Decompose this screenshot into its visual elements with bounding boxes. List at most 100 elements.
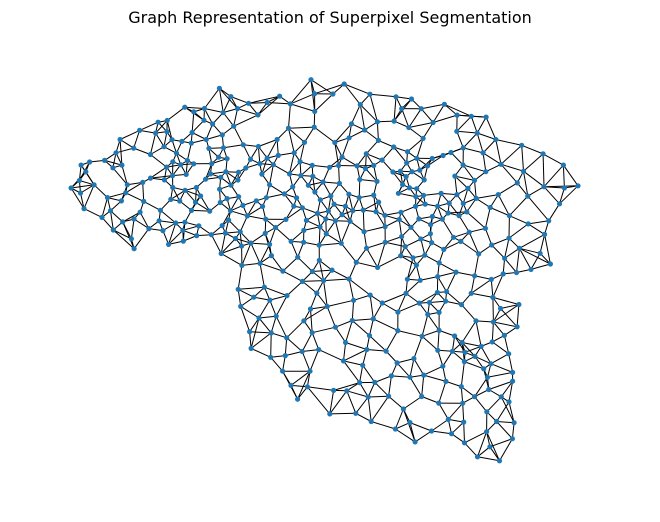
graph-edge bbox=[490, 353, 509, 365]
graph-edge bbox=[368, 395, 389, 398]
graph-edge bbox=[497, 194, 510, 216]
graph-edge bbox=[527, 223, 545, 235]
graph-edge bbox=[448, 418, 464, 423]
graph-edge bbox=[530, 253, 541, 270]
graph-node bbox=[498, 305, 504, 312]
graph-node bbox=[218, 250, 224, 257]
graph-edge bbox=[348, 194, 354, 211]
graph-edge bbox=[365, 168, 378, 182]
graph-node bbox=[404, 276, 410, 282]
graph-edge bbox=[543, 164, 564, 188]
graph-edge bbox=[394, 408, 404, 430]
graph-edge bbox=[341, 156, 358, 167]
graph-edge bbox=[482, 152, 502, 165]
graph-node bbox=[501, 332, 507, 338]
graph-node bbox=[398, 209, 404, 215]
graph-edge bbox=[331, 269, 350, 280]
graph-edge bbox=[454, 175, 469, 189]
graph-edge bbox=[358, 179, 361, 198]
graph-node bbox=[210, 121, 216, 127]
graph-node bbox=[131, 216, 137, 222]
graph-node bbox=[303, 217, 309, 223]
graph-node bbox=[516, 301, 522, 308]
graph-edge bbox=[371, 421, 396, 430]
graph-node bbox=[124, 182, 130, 188]
graph-edge bbox=[474, 355, 492, 365]
graph-edge bbox=[130, 218, 135, 239]
graph-edge bbox=[423, 374, 447, 382]
graph-edge bbox=[542, 153, 545, 187]
graph-edge bbox=[303, 306, 328, 322]
graph-edge bbox=[275, 295, 288, 317]
graph-node bbox=[473, 318, 479, 324]
graph-edge bbox=[456, 130, 478, 134]
graph-node bbox=[445, 416, 451, 422]
graph-edge bbox=[288, 128, 295, 153]
graph-edge bbox=[352, 318, 374, 321]
graph-edge bbox=[270, 332, 272, 358]
graph-node bbox=[546, 218, 552, 224]
graph-edge bbox=[438, 402, 449, 420]
graph-edge bbox=[299, 142, 305, 162]
graph-node bbox=[513, 269, 520, 276]
graph-edge bbox=[322, 181, 332, 197]
graph-edge bbox=[301, 351, 311, 372]
graph-edge bbox=[519, 247, 551, 265]
graph-node bbox=[483, 169, 489, 175]
graph-edge bbox=[365, 140, 379, 155]
graph-node bbox=[429, 155, 435, 162]
graph-edge bbox=[314, 83, 345, 95]
graph-edge bbox=[211, 158, 228, 165]
graph-node bbox=[219, 132, 225, 138]
graph-edge bbox=[452, 350, 465, 362]
graph-edge bbox=[362, 210, 365, 232]
graph-edge bbox=[491, 244, 505, 259]
graph-node bbox=[235, 169, 242, 175]
graph-node bbox=[312, 108, 318, 114]
graph-node bbox=[372, 379, 378, 385]
graph-node bbox=[450, 234, 457, 240]
graph-node bbox=[357, 176, 363, 183]
graph-node bbox=[379, 300, 385, 306]
graph-edge bbox=[249, 331, 272, 334]
graph-node bbox=[383, 348, 389, 354]
graph-edge bbox=[318, 226, 321, 246]
graph-node bbox=[413, 194, 419, 200]
graph-node bbox=[454, 192, 460, 198]
graph-edge bbox=[437, 271, 457, 278]
graph-node bbox=[525, 193, 531, 199]
graph-node bbox=[416, 216, 422, 222]
graph-edge bbox=[275, 315, 288, 339]
graph-node bbox=[104, 195, 111, 201]
graph-node bbox=[484, 429, 490, 435]
graph-edge bbox=[191, 111, 195, 133]
graph-edge bbox=[462, 164, 486, 173]
graph-edge bbox=[461, 342, 476, 357]
graph-node bbox=[407, 420, 413, 426]
graph-edge bbox=[290, 230, 305, 242]
graph-edge bbox=[492, 341, 509, 355]
graph-edge bbox=[83, 184, 95, 209]
graph-node bbox=[351, 297, 357, 303]
graph-node bbox=[248, 240, 254, 246]
graph-node bbox=[191, 109, 197, 115]
graph-edge bbox=[335, 320, 353, 328]
graph-node bbox=[488, 361, 494, 367]
graph-node bbox=[262, 230, 268, 236]
graph-edge bbox=[250, 332, 272, 349]
graph-edge bbox=[460, 240, 479, 255]
graph-edge bbox=[235, 238, 252, 244]
graph-edge bbox=[403, 396, 422, 410]
graph-node bbox=[375, 137, 381, 143]
graph-node bbox=[219, 223, 225, 229]
graph-node bbox=[147, 151, 153, 158]
graph-node bbox=[438, 190, 444, 196]
graph-node bbox=[398, 253, 404, 259]
graph-node bbox=[314, 210, 321, 216]
graph-edge bbox=[344, 83, 371, 95]
graph-edge bbox=[474, 389, 490, 398]
graph-node bbox=[218, 174, 224, 180]
graph-node bbox=[350, 208, 356, 214]
graph-edge bbox=[409, 422, 432, 432]
graph-edge bbox=[454, 175, 475, 181]
